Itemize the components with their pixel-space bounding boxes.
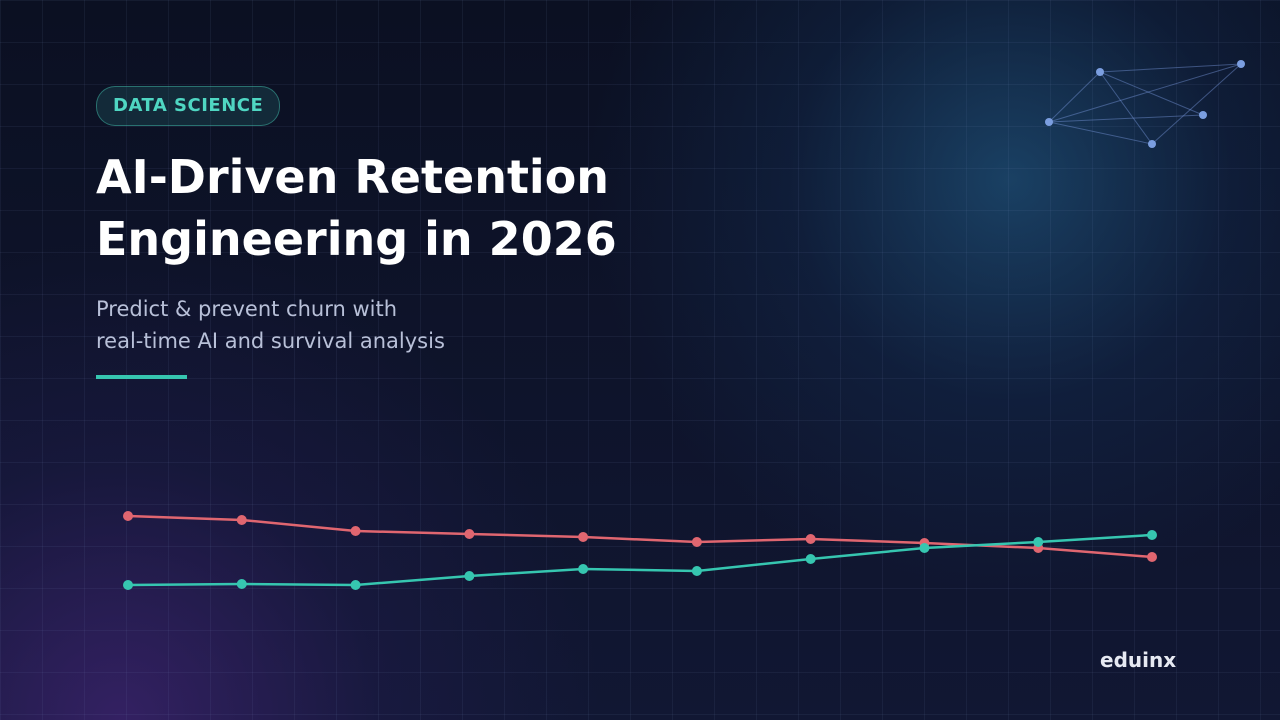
data-point <box>464 529 475 539</box>
data-point <box>236 579 247 589</box>
data-point <box>1033 537 1044 547</box>
subtitle: Predict & prevent churn with real-time A… <box>96 293 445 357</box>
series-line <box>127 514 1153 559</box>
data-point <box>123 580 133 590</box>
data-point <box>464 571 475 581</box>
data-point <box>578 532 589 542</box>
category-tag: DATA SCIENCE <box>96 86 281 126</box>
subtitle-line: real-time AI and survival analysis <box>96 329 445 353</box>
data-point <box>350 526 361 536</box>
data-point <box>919 543 930 553</box>
title: AI-Driven Retention Engineering in 2026 <box>96 146 617 270</box>
brand: eduinx <box>1100 648 1177 672</box>
data-point <box>1147 552 1157 562</box>
data-point <box>691 566 702 576</box>
data-point <box>350 580 361 590</box>
title-line: Engineering in 2026 <box>96 212 617 266</box>
series-line <box>127 533 1153 587</box>
data-point <box>805 534 816 544</box>
data-point <box>236 515 247 525</box>
data-point <box>691 537 702 547</box>
data-point <box>578 564 589 574</box>
data-point <box>805 554 816 564</box>
title-line: AI-Driven Retention <box>96 150 610 204</box>
data-point <box>123 511 133 521</box>
network-lines <box>1048 63 1242 145</box>
accent-bar <box>96 375 187 379</box>
subtitle-line: Predict & prevent churn with <box>96 297 398 321</box>
network-nodes <box>1045 60 1245 148</box>
data-point <box>1147 530 1157 540</box>
